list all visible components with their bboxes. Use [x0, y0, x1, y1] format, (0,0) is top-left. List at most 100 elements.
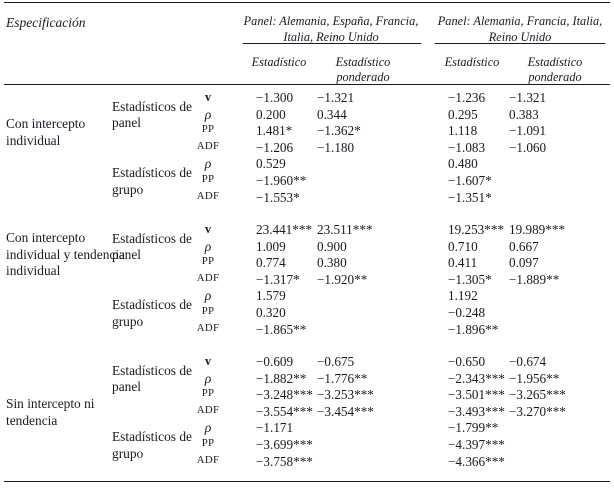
table-cell: 0.295	[448, 106, 478, 122]
table-cell: −3.554***	[256, 403, 313, 419]
table-cell: 0.710	[448, 238, 478, 254]
statistic-symbol: PP	[201, 255, 215, 268]
table-cell: 0.480	[448, 156, 478, 172]
table-cell: 1.009	[256, 238, 286, 254]
statistic-symbol: PP	[201, 305, 215, 317]
column-header-especificacion: Especificación	[6, 15, 86, 30]
statistic-symbol: ρ	[204, 156, 212, 172]
header-bottom-rule	[4, 84, 610, 86]
statistic-symbol: ρ	[204, 288, 212, 304]
table-cell: 23.511***	[317, 222, 373, 237]
group-label-group: Estadísticos de grupo	[112, 297, 192, 329]
statistic-symbol: ADF	[196, 321, 220, 334]
table-cell: 0.320	[256, 305, 286, 320]
group-label-group: Estadísticos de grupo	[112, 165, 192, 197]
table-cell: −4.366***	[448, 453, 505, 469]
table-cell: −1.321	[509, 90, 547, 105]
table-cell: −1.362*	[317, 123, 361, 139]
subcolumn-header-3: Estadístico ponderado	[527, 55, 583, 84]
table-cell: −2.343***	[448, 370, 505, 386]
group-label-panel: Estadísticos de panel	[112, 230, 192, 263]
table-cell: 19.989***	[509, 222, 566, 237]
group-label-panel: Estadísticos de panel	[112, 362, 192, 395]
specification-label: Sin intercepto ni tendencia	[6, 396, 95, 428]
table-cell: −3.270***	[509, 403, 566, 419]
statistic-symbol: v	[204, 354, 212, 368]
table-cell: −1.351*	[448, 189, 492, 205]
table-cell: −3.253***	[317, 387, 374, 403]
statistic-symbol: v	[204, 90, 212, 104]
subcolumn-header-0: Estadístico	[251, 55, 307, 69]
table-cell: 1.118	[448, 123, 478, 139]
table-cell: −3.265***	[509, 387, 566, 403]
statistic-symbol: PP	[201, 123, 215, 136]
table-cell: −1.300	[256, 90, 294, 105]
table-cell: 0.380	[317, 255, 347, 271]
table-cell: −1.882**	[256, 370, 307, 386]
table-cell: 0.383	[509, 106, 539, 122]
table-cell: 19.253***	[448, 222, 505, 237]
table-cell: −3.699***	[256, 437, 313, 452]
table-cell: −1.321	[317, 90, 355, 105]
table-cell: −1.920**	[317, 271, 368, 287]
table-cell: −0.675	[317, 354, 355, 369]
table-cell: −1.305*	[448, 271, 492, 287]
table-cell: −1.171	[256, 420, 294, 436]
table-cell: −1.317*	[256, 271, 300, 287]
table-bottom-rule	[4, 481, 610, 483]
table-cell: −1.083	[448, 139, 486, 155]
statistic-symbol: ρ	[204, 238, 212, 254]
table-cell: −1.776**	[317, 370, 368, 386]
statistic-symbol: PP	[201, 437, 215, 449]
table-cell: 1.192	[448, 288, 478, 304]
table-cell: 0.411	[448, 255, 478, 271]
statistic-symbol: PP	[201, 387, 215, 400]
table-cell: −3.501***	[448, 387, 505, 403]
table-cell: −3.248***	[256, 387, 313, 403]
table-cell: 23.441***	[256, 222, 313, 237]
table-cell: 1.481*	[256, 123, 293, 139]
specification-label: Con intercepto individual	[6, 116, 86, 148]
table-cell: −1.180	[317, 139, 355, 155]
table-cell: −0.674	[509, 354, 547, 369]
panel-header-1: Panel: Alemania, España, Francia, Italia…	[243, 14, 419, 44]
panel-header-2: Panel: Alemania, Francia, Italia, Reino …	[437, 14, 603, 44]
statistic-symbol: ADF	[196, 139, 220, 152]
table-cell: −3.454***	[317, 403, 374, 419]
group-label-group: Estadísticos de grupo	[112, 429, 192, 461]
table-cell: −1.956**	[509, 370, 560, 386]
table-cell: −1.236	[448, 90, 486, 105]
panel-1-header-rule	[243, 43, 421, 44]
statistic-symbol: PP	[201, 173, 215, 185]
table-cell: 1.579	[256, 288, 286, 304]
subcolumn-header-2: Estadístico	[444, 55, 500, 69]
statistic-symbol: ADF	[196, 271, 220, 284]
table-cell: −3.758***	[256, 453, 313, 469]
table-cell: −1.607*	[448, 173, 492, 188]
statistic-symbol: ADF	[196, 453, 220, 466]
statistic-symbol: v	[204, 222, 212, 236]
table-cell: 0.097	[509, 255, 539, 271]
table-cell: 0.344	[317, 106, 347, 122]
table-cell: 0.529	[256, 156, 286, 172]
table-cell: −1.206	[256, 139, 294, 155]
table-cell: 0.900	[317, 238, 347, 254]
table-cell: −1.896**	[448, 321, 499, 337]
statistic-symbol: ρ	[204, 370, 212, 386]
table-cell: −1.553*	[256, 189, 300, 205]
table-cell: −0.248	[448, 305, 486, 320]
table-cell: −1.865**	[256, 321, 307, 337]
statistic-symbol: ADF	[196, 403, 220, 416]
table-cell: −1.960**	[256, 173, 307, 188]
statistic-symbol: ρ	[204, 106, 212, 122]
statistic-symbol: ρ	[204, 420, 212, 436]
table-cell: 0.667	[509, 238, 539, 254]
panel-2-header-rule	[435, 43, 605, 44]
table-cell: −0.609	[256, 354, 294, 369]
statistic-symbol: ADF	[196, 189, 220, 202]
table-cell: −1.799**	[448, 420, 499, 436]
table-cell: 0.774	[256, 255, 286, 271]
table-cell: −1.889**	[509, 271, 560, 287]
table-cell: −3.493***	[448, 403, 505, 419]
